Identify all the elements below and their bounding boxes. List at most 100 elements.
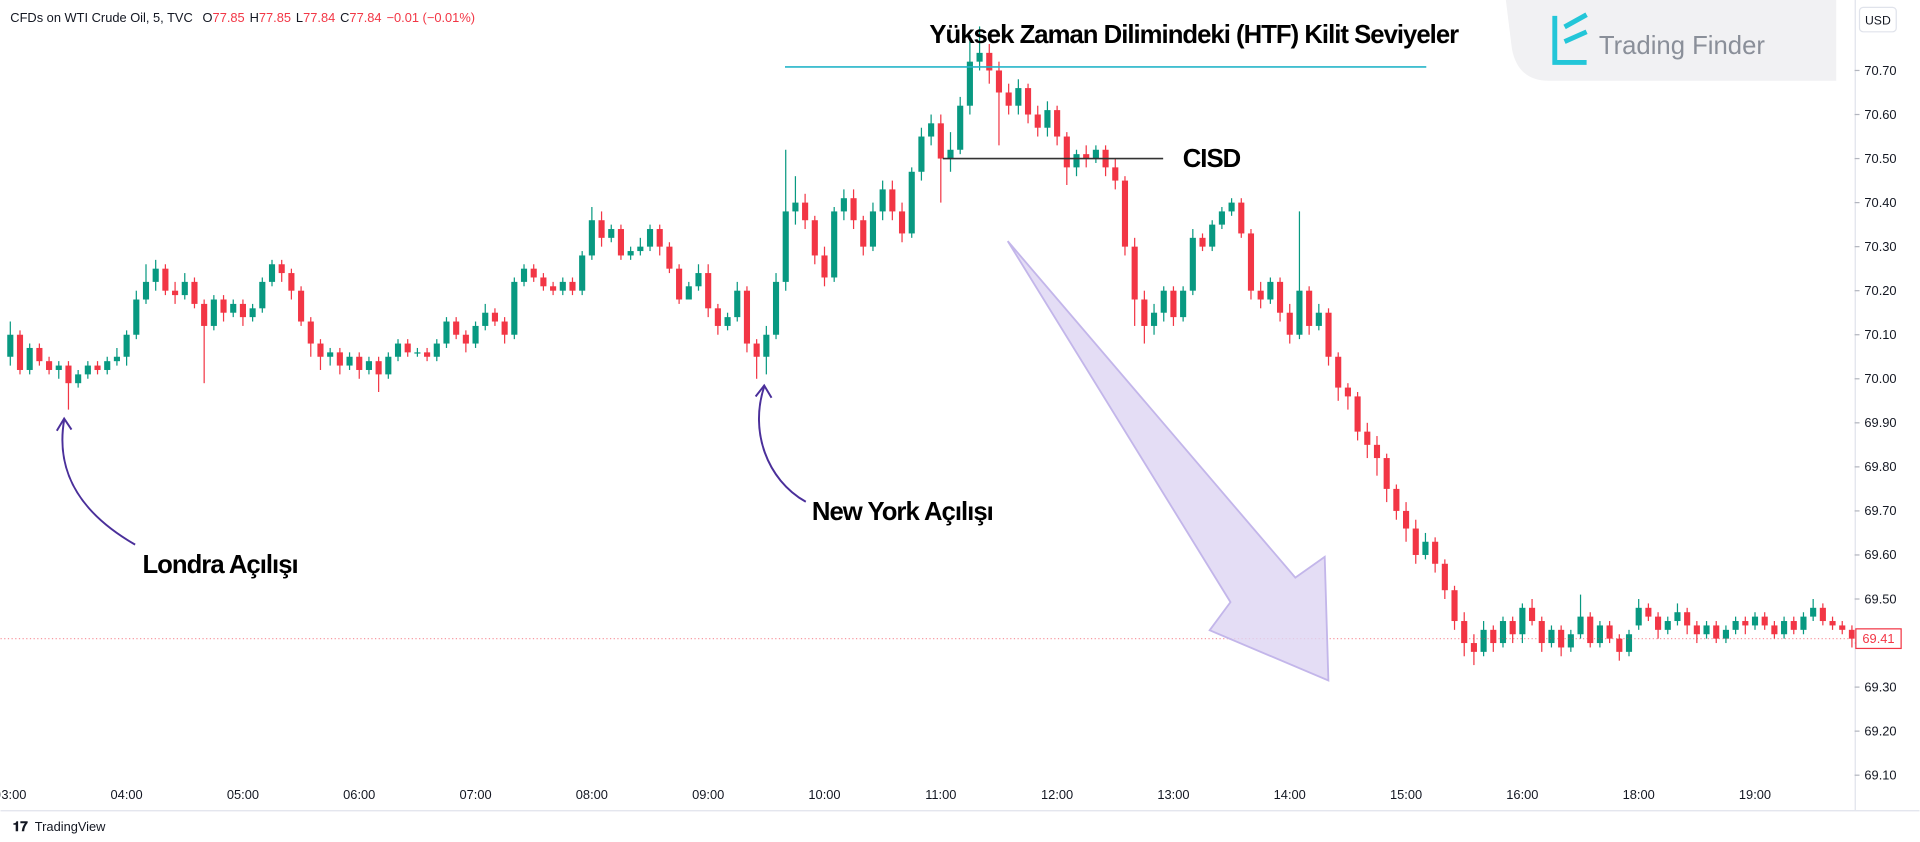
candle-body [1073,154,1080,168]
candle-body [1596,625,1603,644]
y-tick-label: 70.30 [1864,239,1896,254]
candle-body [1393,488,1400,511]
y-tick-label: 70.50 [1864,151,1896,166]
legend-key: O [203,10,213,25]
candle-body [540,277,547,287]
candle-body [75,374,82,384]
candle-body [1228,202,1235,212]
y-tick-label: 69.10 [1864,767,1896,782]
candle-body [133,299,140,335]
watermark-logo [1552,12,1588,65]
candle-body [646,229,654,247]
candle-body [1112,167,1119,181]
candle-body [1829,621,1836,626]
candle-body [1732,621,1739,630]
candle-body [666,246,673,269]
candle-body [385,356,392,375]
candle-body [724,317,731,326]
candle-body [520,268,528,282]
ny-arrow [758,386,807,503]
candle-body [656,229,663,247]
candle-body [1499,621,1507,644]
candle-body [850,198,857,221]
candle-body [772,281,780,335]
y-tick-label: 69.50 [1864,591,1896,606]
candle-body [1509,621,1516,635]
legend-value: 77.85 [259,10,291,25]
candle-body [1257,290,1264,300]
candle-body [336,352,343,366]
candle-body [569,281,576,291]
candle-body [433,343,440,357]
footer-logo: 𝟏𝟕 [13,819,28,834]
candle-body [530,268,537,278]
watermark-box [1505,0,1837,81]
candle-body [1199,237,1206,247]
candle-body [1819,607,1826,622]
x-tick-label: 04:00 [111,787,143,802]
x-tick-label: 12:00 [1041,787,1073,802]
candle-body [1054,110,1061,137]
candle-body [898,211,906,234]
candle-body [1209,224,1216,247]
candle-body [753,343,760,357]
candle-body [162,268,169,291]
x-tick-label: 15:00 [1390,787,1422,802]
candle-body [356,356,363,370]
x-tick-label: 16:00 [1506,787,1538,802]
candle-body [1092,149,1099,159]
candle-body [1325,312,1332,357]
y-tick-label: 69.30 [1864,679,1896,694]
candle-body [443,321,450,344]
candle-body [259,281,266,309]
candle-body [65,365,72,384]
candle-body [918,136,925,172]
candle-body [714,308,721,326]
candle-body [1693,625,1700,635]
candle-body [743,290,751,344]
candle-body [1625,634,1633,652]
candle-body [1451,590,1458,622]
y-tick-label: 69.90 [1864,415,1896,430]
candle-body [763,334,770,357]
candle-body [1538,621,1545,644]
candle-body [16,334,24,370]
down-arrow [1006,240,1330,682]
candle-body [1480,629,1487,652]
candle-body [1761,616,1768,626]
candle-body [1373,444,1381,459]
ny-arrow-head [754,383,773,399]
candle-body [239,303,246,318]
candle-body [947,149,954,159]
candle-body [1519,607,1526,635]
y-tick-label: 69.70 [1864,503,1896,518]
candle-body [957,105,964,150]
candle-body [1063,136,1070,168]
candle-body [1645,607,1652,617]
candle-body [201,303,208,326]
plot [0,26,1855,666]
candle-body [1024,88,1032,115]
candle-body [792,202,799,212]
candle-body [908,171,915,234]
candle-body [104,361,111,370]
htf-label: Yüksek Zaman Dilimindeki (HTF) Kilit Sev… [929,21,1459,49]
x-tick-label: 03:00 [0,787,26,802]
legend-key: L [296,10,303,25]
candle-body [627,251,634,256]
x-tick-label: 11:00 [925,787,956,802]
candle-body [394,343,402,357]
candle-body [1529,607,1536,622]
candle-body [1121,180,1129,247]
watermark-text: Trading Finder [1599,32,1766,60]
candle-body [579,255,586,291]
candle-body [1044,110,1051,128]
x-tick-label: 09:00 [692,787,724,802]
candle-body [327,352,334,357]
last-price-label: 69.41 [1862,631,1894,646]
candle-body [588,220,595,256]
candle-body [317,343,324,357]
candle-body [404,343,411,353]
candle-body [559,281,566,291]
